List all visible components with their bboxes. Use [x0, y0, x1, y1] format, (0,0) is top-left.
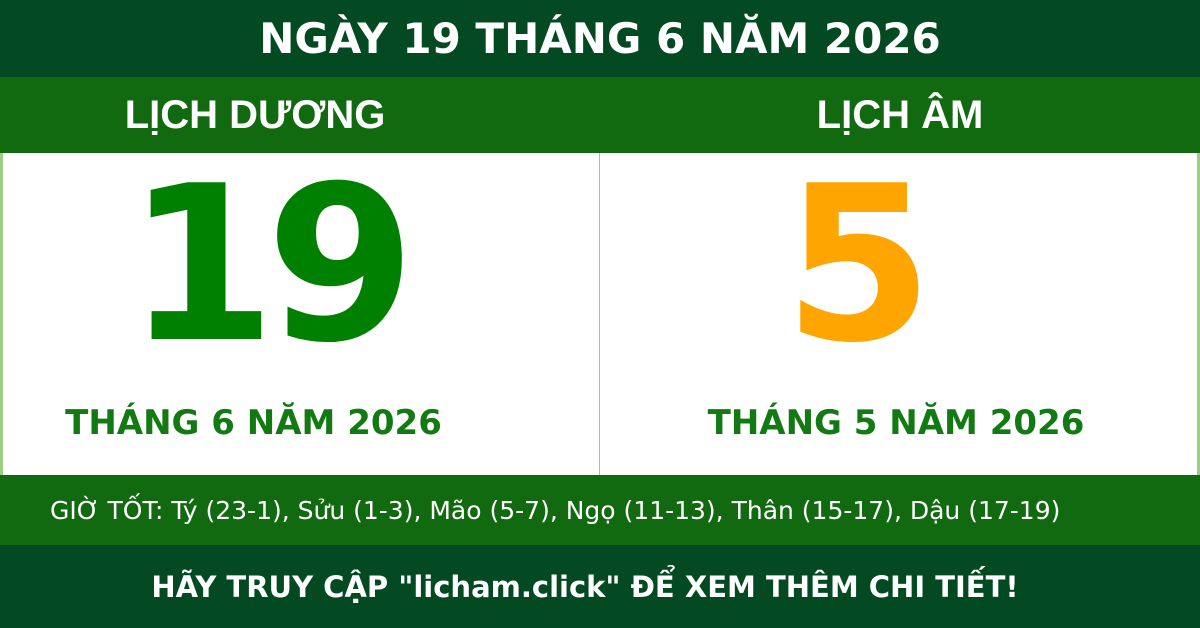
page-title: NGÀY 19 THÁNG 6 NĂM 2026 [0, 0, 1200, 77]
calendar-body: 19 THÁNG 6 NĂM 2026 5 THÁNG 5 NĂM 2026 [0, 153, 1200, 475]
good-hours: GIỜ TỐT: Tý (23-1), Sửu (1-3), Mão (5-7)… [0, 475, 1200, 545]
lunar-month-year: THÁNG 5 NĂM 2026 [707, 403, 1085, 443]
solar-column: 19 THÁNG 6 NĂM 2026 [3, 153, 600, 475]
calendar-labels: LỊCH DƯƠNG LỊCH ÂM [0, 77, 1200, 153]
lunar-column: 5 THÁNG 5 NĂM 2026 [600, 153, 1197, 475]
solar-calendar-label: LỊCH DƯƠNG [124, 92, 386, 137]
solar-month-year: THÁNG 6 NĂM 2026 [65, 403, 442, 443]
solar-day: 19 [126, 139, 415, 390]
footer-cta: HÃY TRUY CẬP "licham.click" ĐỂ XEM THÊM … [0, 545, 1200, 628]
lunar-day: 5 [783, 139, 934, 390]
lunar-calendar-label: LỊCH ÂM [816, 92, 984, 137]
